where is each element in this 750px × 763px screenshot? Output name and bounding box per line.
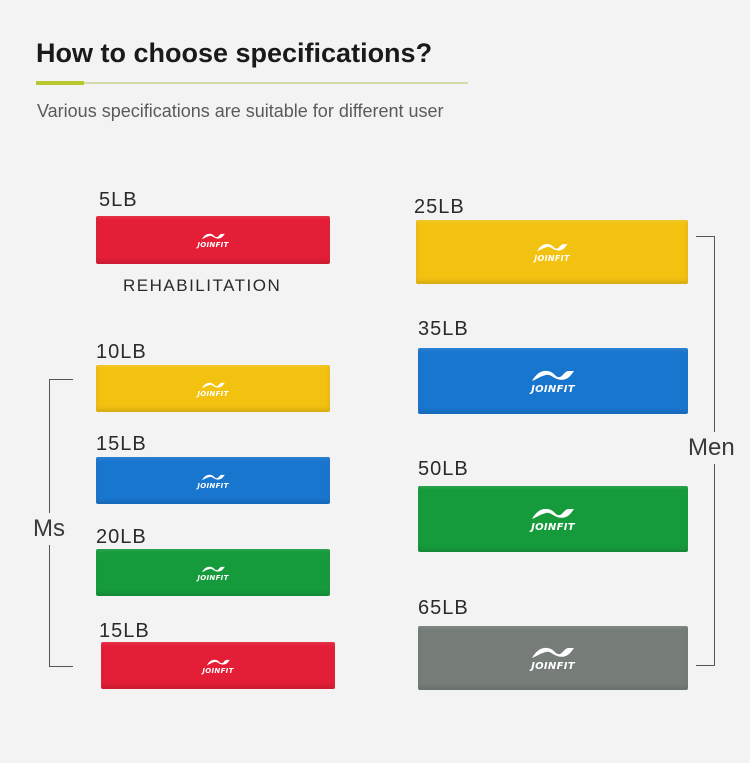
ms-group-label: Ms (33, 513, 65, 545)
brand-logo-text: JOINFIT (531, 661, 575, 672)
brand-logo: JOINFIT (531, 505, 575, 533)
page-title: How to choose specifications? (36, 38, 433, 68)
joinfit-logo-icon (201, 382, 225, 388)
brand-logo-text: JOINFIT (197, 241, 229, 249)
band-label-20lb: 20LB (96, 526, 147, 548)
brand-logo-text: JOINFIT (202, 666, 234, 675)
brand-logo: JOINFIT (531, 367, 575, 395)
band-label-50lb: 50LB (418, 458, 469, 480)
joinfit-logo-icon (201, 474, 225, 480)
joinfit-logo-icon (532, 370, 574, 381)
band-label-65lb: 65LB (418, 597, 469, 619)
band-label-25lb: 25LB (414, 196, 465, 218)
joinfit-logo-icon (201, 233, 225, 240)
brand-logo-text: JOINFIT (197, 573, 229, 582)
rehabilitation-label: REHABILITATION (123, 276, 282, 295)
resistance-band-50lb: JOINFIT (418, 486, 688, 552)
band-label-35lb: 35LB (418, 318, 469, 340)
brand-logo: JOINFIT (202, 657, 233, 675)
brand-logo: JOINFIT (534, 241, 569, 263)
page-subtitle: Various specifications are suitable for … (37, 101, 444, 121)
brand-logo-text: JOINFIT (531, 522, 575, 533)
title-underline (36, 82, 468, 84)
resistance-band-10lb: JOINFIT (96, 365, 330, 412)
resistance-band-35lb: JOINFIT (418, 348, 688, 414)
resistance-band-20lb: JOINFIT (96, 549, 330, 596)
band-label-15lb: 15LB (96, 433, 147, 455)
brand-logo-text: JOINFIT (197, 389, 229, 398)
brand-logo-text: JOINFIT (534, 254, 570, 263)
brand-logo: JOINFIT (531, 644, 575, 672)
resistance-band-15lb-red: JOINFIT (101, 642, 335, 689)
joinfit-logo-icon (201, 566, 225, 572)
brand-logo: JOINFIT (197, 564, 228, 582)
resistance-band-65lb: JOINFIT (418, 626, 688, 690)
joinfit-logo-icon (206, 659, 230, 665)
brand-logo-text: JOINFIT (531, 384, 575, 395)
title-accent-bar (36, 81, 84, 85)
resistance-band-5lb: JOINFIT (96, 216, 330, 264)
brand-logo: JOINFIT (197, 472, 228, 490)
joinfit-logo-icon (532, 647, 574, 658)
brand-logo: JOINFIT (197, 231, 228, 249)
band-label-10lb: 10LB (96, 341, 147, 363)
brand-logo-text: JOINFIT (197, 481, 229, 490)
brand-logo: JOINFIT (197, 380, 228, 398)
band-label-15lb-red: 15LB (99, 620, 150, 642)
resistance-band-25lb: JOINFIT (416, 220, 688, 284)
joinfit-logo-icon (536, 244, 568, 252)
men-group-label: Men (688, 432, 735, 464)
joinfit-logo-icon (532, 508, 574, 519)
band-label-5lb: 5LB (99, 189, 138, 211)
resistance-band-15lb: JOINFIT (96, 457, 330, 504)
